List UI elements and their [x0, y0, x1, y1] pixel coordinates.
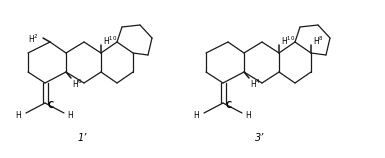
Text: H$^{10}$: H$^{10}$	[281, 35, 295, 47]
Text: $\mathbf{C}$: $\mathbf{C}$	[47, 98, 55, 109]
Text: 3’: 3’	[255, 133, 265, 143]
Text: H: H	[245, 110, 251, 119]
Text: 1’: 1’	[77, 133, 87, 143]
Text: H$^8$: H$^8$	[313, 35, 324, 47]
Text: H$^2$: H$^2$	[28, 33, 39, 45]
Text: $\mathbf{C}$: $\mathbf{C}$	[225, 98, 233, 109]
Text: H$^{10}$: H$^{10}$	[103, 35, 117, 47]
Text: H: H	[15, 110, 21, 119]
Text: H: H	[193, 110, 199, 119]
Text: H: H	[67, 110, 73, 119]
Text: H$^6$: H$^6$	[72, 78, 83, 90]
Text: H$^4$: H$^4$	[250, 78, 261, 90]
